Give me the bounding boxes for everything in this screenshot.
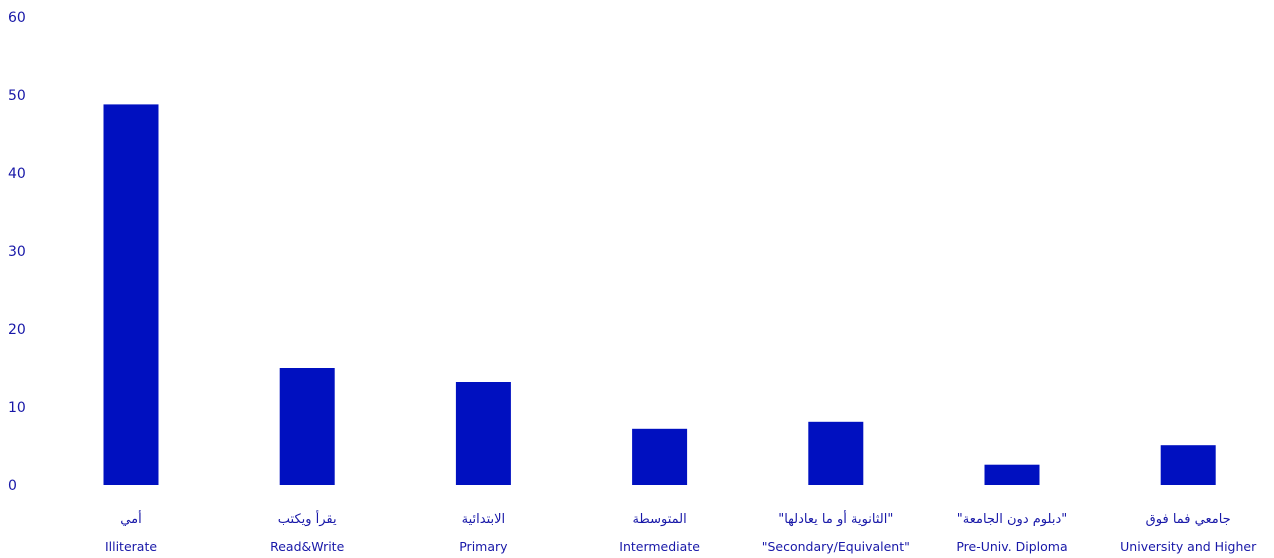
x-tick-label-english: Primary [459,539,508,554]
x-tick-label-arabic: الابتدائية [462,512,506,527]
bars [103,104,1216,486]
x-tick-label-arabic: أمي [120,510,141,527]
bar [808,421,864,485]
x-tick-label-english: Pre-Univ. Diploma [956,539,1067,554]
bar [279,368,335,485]
x-tick-label-english: "Secondary/Equivalent" [762,539,910,554]
bar [632,428,688,485]
x-tick-label-english: Intermediate [619,539,700,554]
y-tick-label: 0 [8,478,17,494]
bar [455,382,511,485]
bar [1160,445,1216,485]
y-tick-label: 50 [8,88,26,104]
x-tick-label-arabic: يقرأ ويكتب [278,510,337,527]
x-tick-label-english: University and Higher [1120,539,1257,554]
x-axis: أمي Illiterate يقرأ ويكتب Read&Write الابتدا… [105,510,1257,554]
x-tick-label-arabic: "دبلوم دون الجامعة" [957,512,1067,527]
x-tick-label-english: Read&Write [270,539,344,554]
x-tick-label-arabic: جامعي فما فوق [1146,512,1231,527]
bar [103,104,159,486]
y-axis: 0 10 20 30 40 50 60 [8,10,26,494]
x-tick-label-arabic: "الثانوية أو ما يعادلها" [778,510,893,527]
y-tick-label: 10 [8,400,26,416]
y-tick-label: 30 [8,244,26,260]
x-tick-label-arabic: المتوسطة [632,512,686,527]
y-tick-label: 40 [8,166,26,182]
bar [984,464,1040,485]
x-tick-label-english: Illiterate [105,539,157,554]
y-tick-label: 60 [8,10,26,26]
y-tick-label: 20 [8,322,26,338]
